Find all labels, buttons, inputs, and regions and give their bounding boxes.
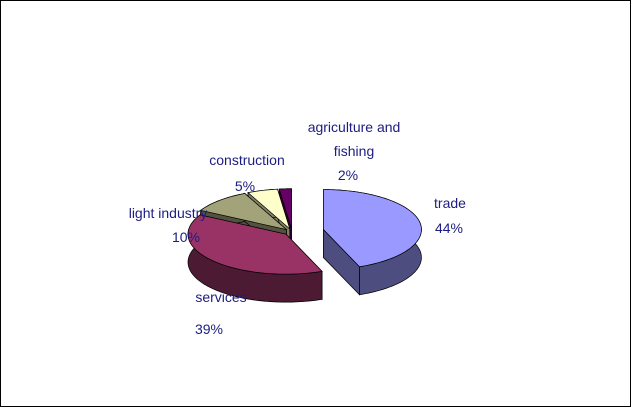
slice-label: agriculture and fishing [307, 119, 401, 159]
slice-value-label: 39% [194, 321, 224, 337]
slice-value-label: 2% [337, 167, 359, 183]
slice-label: trade [434, 195, 466, 211]
slice-value-label: 10% [171, 229, 201, 245]
slice [323, 189, 422, 268]
slice-value-label: 44% [434, 220, 464, 236]
slice [278, 188, 292, 229]
slice-label: services [195, 289, 247, 305]
slice [199, 193, 287, 230]
slice [247, 188, 291, 230]
slice-label: light industry [128, 205, 208, 221]
slice-label: construction [209, 152, 285, 168]
slice-value-label: 5% [234, 178, 256, 194]
slice [187, 214, 323, 275]
